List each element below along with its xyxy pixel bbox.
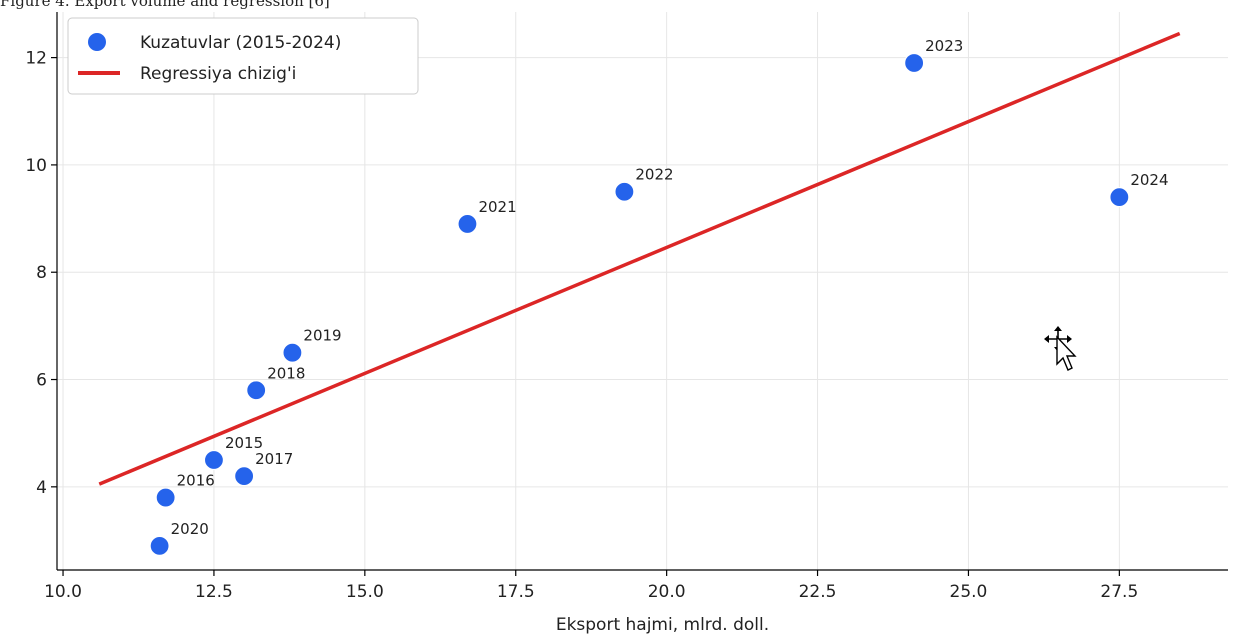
data-point-2019 xyxy=(282,342,303,363)
point-label-2017: 2017 xyxy=(255,450,293,468)
legend-label-observations: Kuzatuvlar (2015-2024) xyxy=(140,33,341,53)
y-tick-label: 12 xyxy=(25,49,47,69)
x-tick-label: 27.5 xyxy=(1100,582,1138,602)
data-point-2018 xyxy=(246,380,267,401)
y-tick-label: 10 xyxy=(25,156,47,176)
y-tick-label: 4 xyxy=(36,478,47,498)
data-point-2016 xyxy=(155,487,176,508)
legend: Kuzatuvlar (2015-2024) Regressiya chizig… xyxy=(67,17,419,95)
x-tick-label: 12.5 xyxy=(195,582,233,602)
point-label-2015: 2015 xyxy=(225,434,263,452)
point-label-2019: 2019 xyxy=(303,327,341,345)
data-point-2023 xyxy=(904,52,925,74)
ticks: 10.0 12.5 15.0 17.5 20.0 22.5 25.0 27.5 4 6 8 10 12 xyxy=(25,49,1138,602)
data-point-2022 xyxy=(614,181,635,202)
point-label-2016: 2016 xyxy=(177,472,215,490)
data-point-2017 xyxy=(234,466,255,487)
x-tick-label: 15.0 xyxy=(346,582,384,602)
x-tick-label: 25.0 xyxy=(950,582,988,602)
legend-box xyxy=(67,17,419,95)
axes xyxy=(56,12,1228,571)
move-cursor-icon xyxy=(1044,326,1077,371)
grid xyxy=(57,12,1228,570)
point-label-2020: 2020 xyxy=(171,520,209,538)
legend-marker-observations xyxy=(88,33,106,51)
x-tick-label: 22.5 xyxy=(799,582,837,602)
x-tick-label: 17.5 xyxy=(497,582,535,602)
points-group: 2015 2016 2017 2018 2019 2020 2021 2022 2023 2024 xyxy=(149,37,1169,556)
point-label-2023: 2023 xyxy=(925,37,963,55)
x-tick-label: 10.0 xyxy=(44,582,82,602)
data-point-2020 xyxy=(149,535,170,556)
point-label-2022: 2022 xyxy=(635,166,673,184)
data-point-2021 xyxy=(457,213,478,235)
data-point-2024 xyxy=(1109,187,1130,208)
point-label-2018: 2018 xyxy=(267,364,305,382)
header-fragment: Figure 4. Export volume and regression [… xyxy=(0,0,330,10)
point-label-2024: 2024 xyxy=(1130,171,1168,189)
x-axis-label: Eksport hajmi, mlrd. doll. xyxy=(556,615,769,635)
y-tick-label: 6 xyxy=(36,371,47,391)
regression-line xyxy=(98,31,1181,486)
y-tick-label: 8 xyxy=(36,263,47,283)
x-tick-label: 20.0 xyxy=(648,582,686,602)
data-point-2015 xyxy=(203,449,225,471)
regression-line-group xyxy=(98,31,1181,486)
legend-label-regression: Regressiya chizig'i xyxy=(140,64,296,84)
point-label-2021: 2021 xyxy=(478,198,516,216)
